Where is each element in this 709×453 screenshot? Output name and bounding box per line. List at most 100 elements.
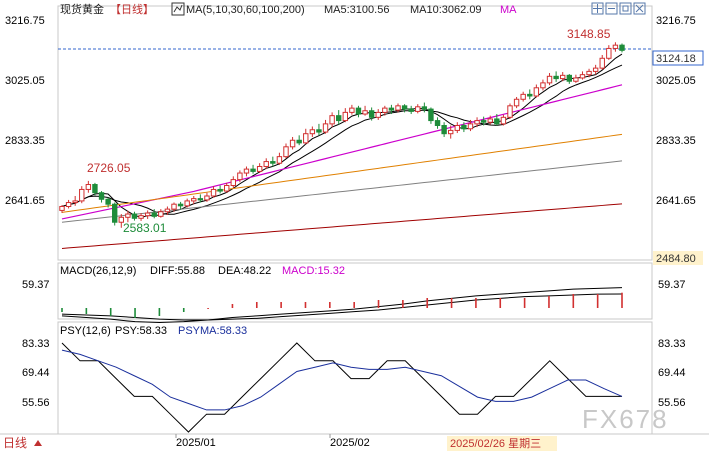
- candle: [197, 194, 204, 203]
- candle: [144, 210, 151, 219]
- candle: [210, 186, 217, 198]
- candle: [474, 117, 480, 128]
- macd-bar: [231, 304, 234, 308]
- close-icon[interactable]: [633, 2, 646, 15]
- macd-macd-value: MACD:15.32: [282, 265, 345, 277]
- ma30-line: [61, 84, 623, 220]
- candle: [171, 202, 177, 212]
- macd-bar: [85, 308, 88, 314]
- price-tick-left-0: 3216.75: [5, 15, 45, 27]
- psy-tick-left-2: 55.56: [22, 397, 50, 409]
- macd-bar: [377, 300, 380, 308]
- candle: [316, 123, 322, 136]
- price-panel-frame: [57, 5, 653, 261]
- candle: [112, 202, 118, 226]
- candle: [237, 170, 243, 183]
- macd-bar: [596, 294, 599, 308]
- candle: [401, 104, 408, 113]
- psyma-value: PSYMA:58.33: [178, 325, 247, 337]
- symbol-label: 现货黄金: [60, 2, 104, 16]
- candle: [461, 122, 467, 133]
- macd-dea-value: DEA:48.22: [218, 265, 271, 277]
- period-tag[interactable]: 【日线】: [110, 2, 154, 16]
- price-tick-right-0: 3216.75: [656, 15, 696, 27]
- candle: [283, 143, 289, 159]
- candle: [408, 105, 414, 115]
- ma-params-label: MA(5,10,30,60,100,200): [186, 4, 305, 16]
- macd-bar: [499, 298, 502, 308]
- ma100-line: [61, 160, 623, 223]
- candle: [256, 163, 263, 174]
- macd-bar: [255, 302, 258, 308]
- candle: [303, 128, 309, 145]
- current-date-label: 2025/02/26 星期三: [450, 437, 541, 450]
- high-annotation: 3148.85: [567, 27, 611, 41]
- minus-icon[interactable]: [605, 2, 618, 15]
- macd-bar: [523, 298, 526, 308]
- candle: [454, 122, 460, 134]
- candle: [355, 105, 362, 118]
- ma10-value: MA10:3062.09: [410, 4, 482, 16]
- psy-panel-frame: [57, 321, 653, 435]
- candle: [72, 195, 78, 206]
- psy-tick-right-2: 55.56: [658, 397, 686, 409]
- period-arrow-icon[interactable]: [34, 440, 42, 446]
- xaxis-label-0: 2025/01: [176, 437, 216, 449]
- candle: [92, 182, 98, 196]
- candle: [289, 136, 296, 150]
- box-icon[interactable]: [619, 2, 632, 15]
- price-tick-left-2: 2833.35: [5, 135, 45, 147]
- macd-diff-line: [61, 287, 623, 324]
- candle: [560, 72, 566, 82]
- macd-bar: [61, 308, 63, 312]
- candle: [546, 73, 553, 86]
- candle: [336, 110, 342, 125]
- candle: [250, 164, 256, 174]
- candle: [507, 103, 513, 119]
- candle: [309, 126, 316, 137]
- macd-title: MACD(26,12,9): [60, 265, 136, 277]
- candle: [513, 96, 520, 109]
- candle: [79, 186, 85, 204]
- macd-bar: [280, 302, 282, 308]
- candle: [243, 166, 250, 177]
- price-tick-left-3: 2641.65: [5, 195, 45, 207]
- candle: [388, 104, 395, 115]
- candle: [467, 119, 474, 132]
- candle: [395, 103, 401, 113]
- ma-toggle-icon[interactable]: [171, 2, 185, 16]
- candle: [177, 201, 184, 210]
- candle: [59, 205, 65, 214]
- expand-icon[interactable]: [591, 2, 604, 15]
- candle: [573, 74, 579, 83]
- candle: [480, 116, 487, 126]
- candle: [586, 68, 592, 78]
- candle: [612, 42, 619, 52]
- macd-bar: [426, 298, 429, 308]
- candle: [98, 191, 105, 203]
- macd-panel-frame: [57, 262, 653, 320]
- candle: [540, 79, 546, 91]
- candle: [191, 195, 197, 205]
- psy-tick-left-1: 69.44: [22, 367, 50, 379]
- candle: [263, 158, 269, 170]
- macd-bar: [109, 308, 112, 316]
- candle: [230, 176, 236, 188]
- ma60-line: [61, 133, 623, 213]
- candle: [322, 119, 329, 134]
- macd-diff-value: DIFF:55.88: [150, 265, 205, 277]
- candle: [276, 152, 283, 165]
- macd-tick-right: 59.37: [658, 279, 686, 291]
- current-price-label: 3124.18: [656, 53, 696, 65]
- candle: [375, 109, 381, 120]
- candle: [270, 156, 276, 167]
- candle: [592, 64, 599, 75]
- candle: [342, 108, 348, 123]
- candle: [164, 206, 171, 216]
- macd-tick-left: 59.37: [22, 279, 50, 291]
- candle: [500, 114, 507, 126]
- candle: [296, 135, 302, 146]
- psy-tick-right-1: 69.44: [658, 367, 686, 379]
- period-selector[interactable]: 日线: [3, 436, 27, 450]
